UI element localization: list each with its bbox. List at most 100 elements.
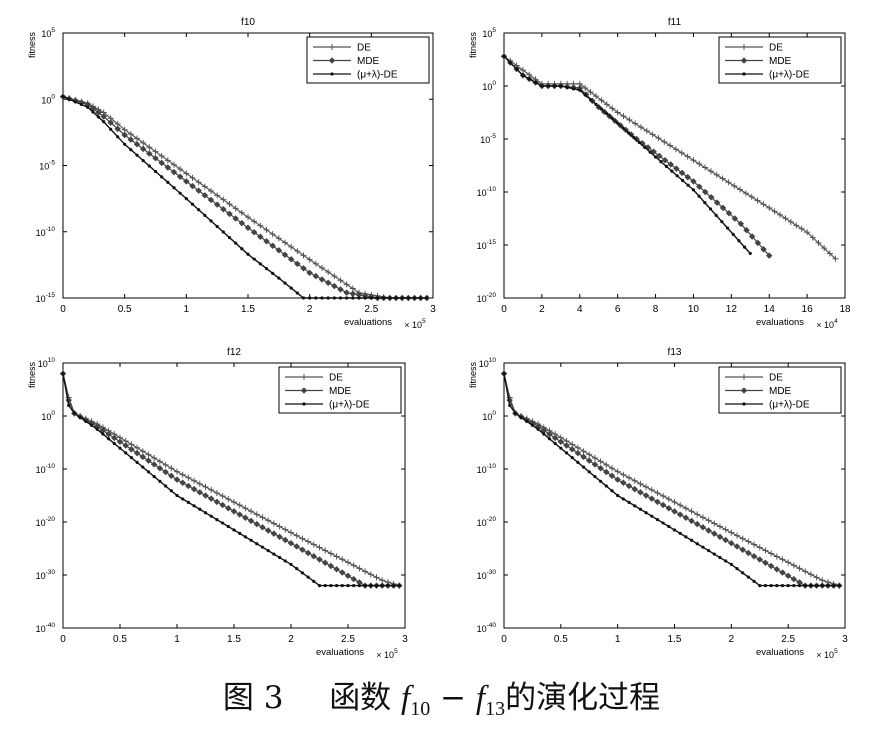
data-point	[300, 252, 307, 259]
x-tick-label: 2.5	[341, 634, 355, 645]
data-point	[215, 224, 219, 229]
data-point	[276, 533, 283, 541]
data-point	[725, 209, 733, 217]
caption-sub-a: 10	[410, 698, 431, 721]
data-point	[775, 584, 779, 588]
data-point	[688, 508, 695, 515]
data-point	[574, 449, 582, 457]
data-point	[731, 182, 738, 189]
x-axis-label: evaluations	[316, 647, 364, 658]
data-point	[176, 173, 184, 180]
data-point	[621, 497, 625, 501]
data-point	[551, 434, 559, 442]
data-point	[202, 492, 209, 499]
data-point	[178, 191, 182, 195]
data-point	[226, 201, 233, 208]
data-point	[96, 115, 100, 119]
data-point	[802, 568, 809, 575]
data-point	[195, 187, 202, 194]
legend: DE MDE (μ+λ)-DE	[306, 36, 430, 84]
data-point	[67, 97, 71, 101]
data-point	[603, 101, 610, 108]
data-point	[215, 518, 219, 522]
x-axis-label: evaluations	[756, 647, 804, 658]
data-point	[785, 559, 792, 566]
data-point	[351, 296, 355, 300]
data-point	[220, 196, 227, 203]
data-point	[141, 158, 145, 163]
data-point	[337, 277, 344, 284]
data-point	[815, 239, 822, 246]
data-point	[232, 205, 239, 212]
data-point	[779, 569, 786, 576]
x-tick-label: 16	[802, 304, 814, 315]
data-point	[105, 430, 112, 438]
caption-suffix: 的演化过程	[505, 680, 661, 716]
data-point	[177, 166, 184, 173]
legend-label: DE	[769, 43, 783, 54]
data-point	[164, 157, 171, 164]
data-point	[252, 257, 256, 261]
data-point	[779, 556, 786, 563]
data-point	[739, 535, 746, 542]
data-point	[780, 584, 785, 588]
legend-marker	[328, 57, 336, 64]
data-point	[249, 538, 253, 542]
data-point	[648, 486, 655, 493]
data-point	[762, 547, 769, 554]
data-point	[784, 572, 792, 580]
data-point	[719, 175, 726, 182]
data-point	[656, 152, 663, 160]
data-point	[654, 498, 661, 506]
x-tick-label: 3	[402, 634, 408, 645]
data-point	[803, 584, 807, 588]
data-point	[246, 252, 250, 256]
data-point	[339, 569, 346, 576]
data-point	[127, 136, 135, 143]
data-point	[164, 484, 168, 488]
data-point	[340, 584, 344, 588]
data-point	[707, 194, 715, 201]
data-point	[78, 415, 82, 419]
data-point	[626, 474, 633, 481]
data-point	[230, 508, 238, 515]
data-point	[320, 296, 324, 300]
data-point	[425, 296, 429, 300]
caption-word: 函数	[329, 680, 392, 716]
data-point	[667, 142, 674, 149]
data-point	[242, 505, 249, 512]
data-point	[207, 495, 215, 502]
data-point	[746, 575, 750, 579]
data-point	[797, 584, 802, 588]
data-point	[114, 125, 121, 133]
data-point	[185, 482, 192, 490]
data-point	[406, 296, 410, 300]
data-point	[741, 571, 745, 575]
data-point	[597, 465, 604, 472]
y-tick-label: 10-30	[477, 569, 497, 581]
data-point	[343, 281, 350, 288]
data-point	[259, 524, 266, 531]
data-point	[191, 477, 198, 484]
legend-label: (μ+λ)-DE	[769, 70, 810, 81]
data-point	[357, 584, 361, 588]
data-point	[244, 224, 252, 231]
data-point	[100, 113, 107, 120]
data-point	[654, 489, 661, 496]
data-point	[557, 438, 565, 445]
x-tick-label: 3	[430, 304, 436, 315]
data-point	[128, 446, 135, 453]
legend-marker	[330, 72, 334, 76]
data-point	[352, 584, 356, 588]
data-point	[226, 210, 233, 218]
data-point	[786, 584, 790, 588]
data-point	[196, 489, 204, 496]
data-point	[677, 502, 684, 509]
data-point	[272, 552, 276, 556]
data-point	[729, 562, 733, 567]
data-point	[637, 140, 641, 145]
data-point	[673, 165, 680, 172]
data-point	[559, 446, 563, 450]
data-point	[220, 206, 227, 213]
data-point	[209, 219, 213, 223]
